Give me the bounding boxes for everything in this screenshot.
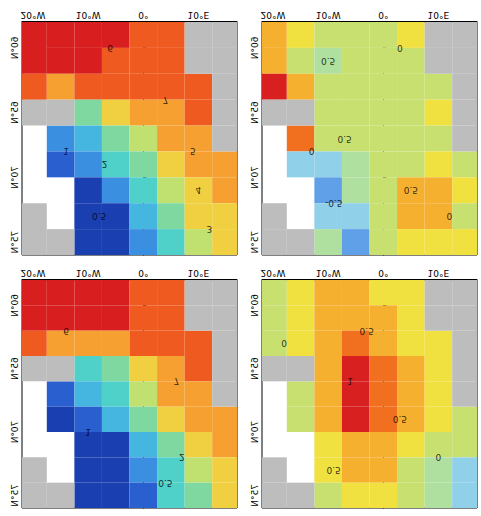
svg-text:70°N: 70°N	[250, 166, 260, 189]
svg-text:0°: 0°	[378, 268, 388, 278]
svg-text:60°N: 60°N	[10, 294, 20, 317]
svg-text:70°N: 70°N	[10, 421, 20, 444]
svg-text:0.5: 0.5	[393, 414, 407, 424]
svg-text:0.5: 0.5	[158, 478, 172, 488]
svg-text:0.5: 0.5	[338, 134, 352, 144]
svg-text:7: 7	[162, 95, 168, 105]
svg-text:1: 1	[347, 376, 353, 386]
svg-text:20°W: 20°W	[261, 268, 286, 278]
svg-text:6: 6	[107, 43, 113, 53]
svg-text:0.5: 0.5	[404, 185, 418, 195]
svg-text:1: 1	[63, 146, 69, 156]
svg-text:0°: 0°	[378, 10, 388, 20]
svg-text:0: 0	[447, 211, 453, 221]
svg-text:10°W: 10°W	[316, 268, 341, 278]
svg-text:75°N: 75°N	[10, 231, 20, 254]
svg-text:2: 2	[179, 452, 185, 462]
svg-text:0: 0	[397, 43, 403, 53]
svg-text:0.5: 0.5	[321, 56, 335, 66]
svg-text:20°W: 20°W	[21, 10, 46, 20]
svg-text:0.5: 0.5	[360, 326, 374, 336]
svg-text:10°W: 10°W	[76, 10, 101, 20]
svg-text:6: 6	[63, 326, 69, 336]
svg-text:60°N: 60°N	[10, 37, 20, 60]
svg-text:0: 0	[436, 452, 442, 462]
svg-text:0°: 0°	[138, 268, 148, 278]
svg-text:75°N: 75°N	[10, 484, 20, 507]
svg-text:10°W: 10°W	[76, 268, 101, 278]
svg-text:0.5: 0.5	[327, 465, 341, 475]
svg-text:0.5: 0.5	[92, 211, 106, 221]
svg-text:0°: 0°	[138, 10, 148, 20]
svg-text:0: 0	[309, 146, 315, 156]
svg-text:60°N: 60°N	[250, 294, 260, 317]
svg-text:-0.5: -0.5	[325, 198, 343, 208]
svg-text:75°N: 75°N	[250, 231, 260, 254]
svg-text:20°W: 20°W	[21, 268, 46, 278]
svg-text:10°E: 10°E	[188, 10, 210, 20]
svg-text:20°W: 20°W	[261, 10, 286, 20]
svg-text:4: 4	[196, 185, 202, 195]
svg-text:5: 5	[190, 146, 196, 156]
svg-text:10°E: 10°E	[428, 268, 450, 278]
svg-text:60°N: 60°N	[250, 37, 260, 60]
svg-text:10°E: 10°E	[428, 10, 450, 20]
svg-text:70°N: 70°N	[250, 421, 260, 444]
svg-text:65°N: 65°N	[10, 101, 20, 124]
svg-text:7: 7	[173, 376, 179, 386]
svg-text:65°N: 65°N	[250, 357, 260, 380]
svg-text:65°N: 65°N	[250, 101, 260, 124]
svg-text:1: 1	[85, 427, 91, 437]
svg-text:2: 2	[102, 159, 108, 169]
svg-text:10°W: 10°W	[316, 10, 341, 20]
svg-text:3: 3	[207, 224, 213, 234]
svg-text:10°E: 10°E	[188, 268, 210, 278]
svg-text:70°N: 70°N	[10, 166, 20, 189]
svg-text:65°N: 65°N	[10, 357, 20, 380]
svg-text:0: 0	[281, 338, 287, 348]
svg-text:75°N: 75°N	[250, 484, 260, 507]
